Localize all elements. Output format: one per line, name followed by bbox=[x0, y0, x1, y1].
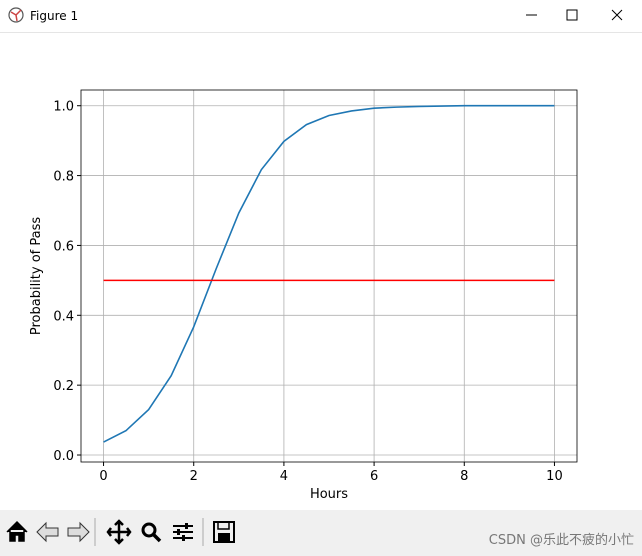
y-tick-label: 0.0 bbox=[53, 449, 74, 464]
home-button[interactable] bbox=[4, 518, 30, 546]
x-axis-label: Hours bbox=[310, 487, 348, 502]
x-tick-label: 6 bbox=[370, 469, 378, 484]
axes-frame bbox=[80, 89, 578, 463]
x-tick-label: 2 bbox=[190, 469, 198, 484]
y-tick-label: 1.0 bbox=[53, 100, 74, 115]
zoom-button[interactable] bbox=[138, 518, 164, 546]
forward-button[interactable] bbox=[64, 518, 90, 546]
pan-button[interactable] bbox=[106, 518, 132, 546]
configure-button[interactable] bbox=[170, 518, 196, 546]
plot: 0 2 4 6 8 10 0.0 0.2 0.4 0.6 0.8 1.0 Hours Probabilit… bbox=[29, 89, 578, 502]
data-line bbox=[103, 104, 555, 443]
x-tick-label: 8 bbox=[460, 469, 468, 484]
x-tick-label: 0 bbox=[99, 469, 107, 484]
minimize-button[interactable] bbox=[514, 0, 552, 30]
back-button[interactable] bbox=[34, 518, 60, 546]
close-button[interactable] bbox=[592, 0, 642, 30]
x-tick-label: 4 bbox=[280, 469, 288, 484]
app-icon bbox=[8, 7, 24, 23]
y-axis-label: Probability of Pass bbox=[29, 217, 44, 336]
window-title: Figure 1 bbox=[30, 9, 78, 23]
save-button[interactable] bbox=[210, 518, 238, 546]
x-tick-label: 10 bbox=[546, 469, 563, 484]
title-bar bbox=[0, 0, 642, 32]
toolbar bbox=[0, 510, 642, 556]
y-tick-label: 0.4 bbox=[53, 309, 74, 324]
watermark: CSDN @乐此不疲的小忙 bbox=[489, 532, 634, 548]
y-tick-label: 0.2 bbox=[53, 379, 74, 394]
y-tick-label: 0.8 bbox=[53, 170, 74, 185]
y-tick-label: 0.6 bbox=[53, 239, 74, 254]
maximize-button[interactable] bbox=[552, 0, 592, 30]
